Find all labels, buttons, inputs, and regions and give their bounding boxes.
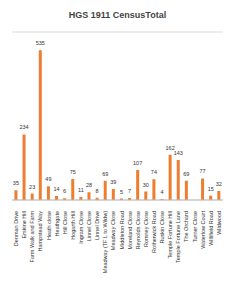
- svg-text:Temple Fortune Lane: Temple Fortune Lane: [175, 211, 181, 263]
- svg-text:Erskine Hill: Erskine Hill: [21, 211, 27, 239]
- svg-text:8: 8: [96, 188, 99, 194]
- svg-text:Temple Fortune Hill: Temple Fortune Hill: [167, 211, 173, 258]
- svg-text:535: 535: [36, 40, 45, 46]
- svg-text:39: 39: [110, 179, 116, 185]
- svg-text:15: 15: [208, 186, 214, 192]
- svg-text:234: 234: [19, 124, 28, 130]
- svg-text:5: 5: [120, 189, 123, 195]
- svg-text:69: 69: [102, 171, 108, 177]
- svg-text:11: 11: [78, 187, 84, 193]
- svg-text:4: 4: [160, 189, 163, 195]
- svg-text:74: 74: [151, 169, 157, 175]
- svg-text:Linnel Close: Linnel Close: [86, 211, 92, 241]
- svg-text:35: 35: [13, 180, 19, 186]
- svg-text:Romney Close: Romney Close: [143, 211, 149, 247]
- svg-text:143: 143: [174, 150, 183, 156]
- svg-text:30: 30: [143, 182, 149, 188]
- svg-text:Middleton Road: Middleton Road: [119, 211, 125, 250]
- svg-text:Wildwood: Wildwood: [216, 211, 222, 235]
- svg-text:Ingram Close: Ingram Close: [78, 211, 84, 244]
- svg-text:Turner Close: Turner Close: [192, 211, 198, 243]
- html-text:HGS 1911 CensusTotal: HGS 1911 CensusTotal: [68, 10, 167, 20]
- svg-text:107: 107: [133, 160, 142, 166]
- svg-text:Rotherwick Road: Rotherwick Road: [151, 211, 157, 253]
- svg-text:23: 23: [29, 184, 35, 190]
- svg-text:Hill Close: Hill Close: [62, 211, 68, 234]
- svg-text:Willifield Road: Willifield Road: [208, 211, 214, 246]
- svg-text:14: 14: [53, 186, 59, 192]
- svg-text:Moreland Close: Moreland Close: [127, 211, 133, 250]
- svg-text:Hogarth Hill: Hogarth Hill: [70, 211, 76, 240]
- svg-text:49: 49: [45, 176, 51, 182]
- svg-text:Heathgate: Heathgate: [54, 211, 60, 236]
- svg-text:Meadway Close: Meadway Close: [110, 211, 116, 250]
- svg-text:Denman Drive: Denman Drive: [13, 211, 19, 246]
- svg-text:162: 162: [165, 144, 175, 151]
- svg-text:Hampstead Way: Hampstead Way: [37, 211, 43, 252]
- svg-text:Reynolds Close: Reynolds Close: [135, 211, 141, 250]
- svg-text:77: 77: [200, 168, 206, 174]
- svg-text:28: 28: [86, 182, 92, 188]
- svg-text:75: 75: [70, 169, 76, 175]
- svg-text:32: 32: [216, 181, 222, 187]
- svg-text:Meadway (TF L to Wildw): Meadway (TF L to Wildw): [102, 211, 108, 273]
- svg-text:69: 69: [183, 171, 189, 177]
- svg-text:6: 6: [63, 188, 66, 194]
- svg-text:Linnel Drive: Linnel Drive: [94, 211, 100, 240]
- svg-text:Ruskin Close: Ruskin Close: [159, 211, 165, 243]
- svg-text:The Orchard: The Orchard: [183, 211, 189, 242]
- svg-text:Heath close: Heath close: [46, 211, 52, 240]
- svg-text:7: 7: [128, 188, 131, 194]
- svg-text:Waterlow Court: Waterlow Court: [200, 211, 206, 249]
- svg-text:Farm Walk and Farm: Farm Walk and Farm: [29, 211, 35, 263]
